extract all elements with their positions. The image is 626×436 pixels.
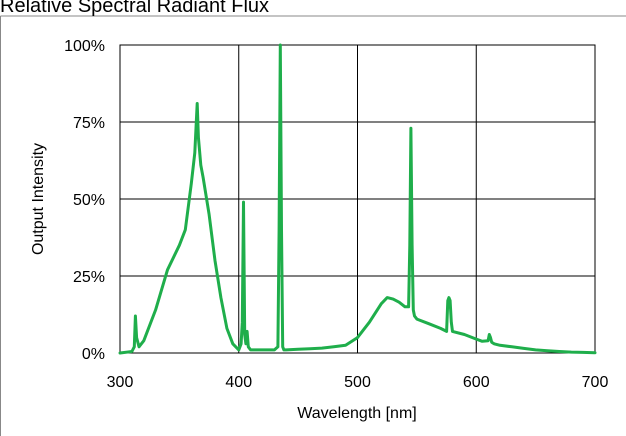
y-tick-label: 50% [73,192,105,209]
x-tick-label: 700 [582,374,609,391]
y-tick-label: 100% [64,38,105,55]
plot-border [119,44,596,354]
plot-area [118,43,597,355]
y-tick-label: 75% [73,115,105,132]
x-tick-label: 400 [225,374,252,391]
y-tick-label: 0% [82,346,105,363]
y-axis-label: Output Intensity [30,143,47,255]
series-line [118,43,597,355]
x-axis-label: Wavelength [nm] [297,405,416,422]
y-tick-label: 25% [73,269,105,286]
chart-title: Relative Spectral Radiant Flux [0,0,269,17]
x-tick-label: 500 [344,374,371,391]
chart-frame [0,15,626,436]
y-tick-labels: 0% 25% 50% 75% 100% [64,38,105,363]
x-tick-labels: 300 400 500 600 700 [107,374,609,391]
x-tick-label: 600 [463,374,490,391]
x-tick-label: 300 [107,374,134,391]
